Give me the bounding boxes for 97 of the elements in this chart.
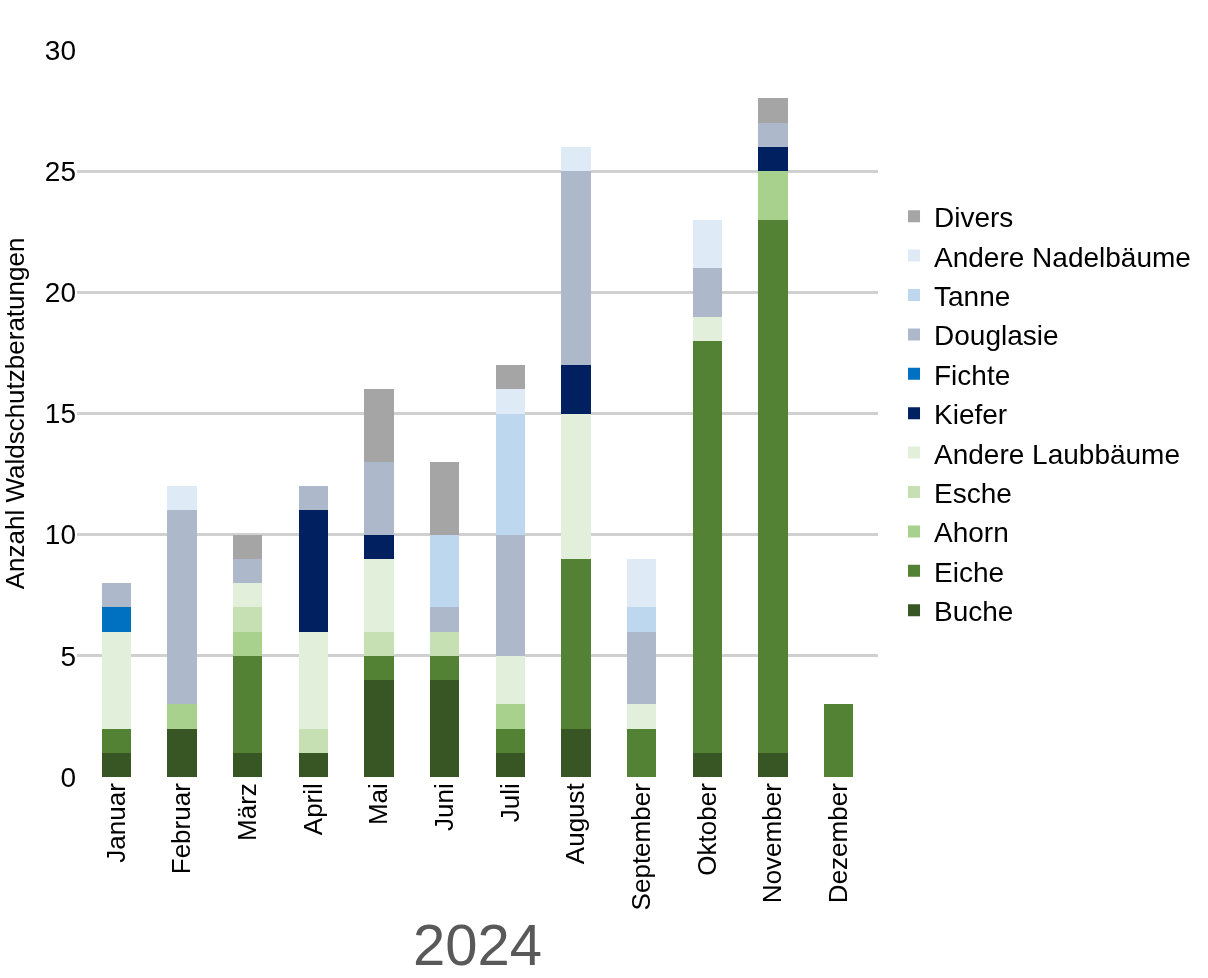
y-tick-label: 0 (60, 761, 76, 793)
bar (495, 728, 526, 753)
bar (758, 146, 788, 172)
bar (692, 268, 723, 317)
bar (101, 728, 132, 753)
x-tick-label: Juni (429, 783, 460, 831)
bar (364, 680, 394, 777)
bar (364, 631, 394, 656)
bar (101, 752, 132, 777)
bar (232, 655, 263, 753)
bar (758, 219, 788, 753)
legend-label: Douglasie (934, 320, 1059, 352)
bar (692, 340, 723, 753)
bar (561, 365, 591, 414)
bar (298, 752, 329, 777)
bar (167, 486, 197, 511)
bar (561, 171, 591, 366)
bar (495, 655, 526, 705)
x-tick-label: Dezember (823, 782, 854, 904)
y-tick-label: 30 (44, 34, 76, 66)
bar (561, 558, 591, 729)
x-tick-label: Mai (363, 783, 394, 826)
bar (232, 534, 263, 559)
y-axis-title: Anzahl Waldschutzberatungen (0, 237, 30, 590)
bar (364, 461, 394, 535)
bar (626, 607, 657, 632)
bar (364, 534, 394, 559)
y-tick-label: 20 (44, 277, 76, 309)
legend-label: Kiefer (934, 399, 1008, 431)
bar (167, 704, 197, 729)
x-tick-label: April (297, 783, 328, 836)
x-tick-label: September (626, 782, 657, 911)
x-axis-title: 2024 (412, 912, 543, 978)
bar (232, 752, 263, 777)
legend-label: Fichte (934, 359, 1011, 391)
legend-label: Andere Nadelbäume (934, 241, 1191, 273)
bar (561, 413, 591, 559)
bar (364, 655, 394, 681)
y-tick-label: 25 (44, 155, 76, 187)
bar (429, 607, 460, 632)
y-tick-label: 5 (60, 640, 76, 672)
bar (232, 583, 263, 608)
legend-label: Eiche (934, 556, 1005, 588)
bar (495, 534, 526, 656)
legend-label: Ahorn (934, 517, 1009, 549)
x-tick-label: Oktober (691, 782, 722, 876)
bar (429, 680, 460, 777)
bar (561, 728, 591, 777)
bar (626, 704, 657, 729)
bar (101, 607, 132, 632)
bar (101, 631, 132, 729)
bar (626, 728, 657, 777)
bar (692, 752, 723, 777)
bar (298, 728, 329, 753)
bar (758, 122, 788, 147)
bar (167, 728, 197, 777)
x-tick-label: August (560, 782, 591, 865)
bar (495, 704, 526, 729)
legend-label: Tanne (934, 280, 1011, 312)
bar (758, 171, 788, 220)
bar (298, 510, 329, 632)
legend-label: Andere Laubbäume (934, 438, 1180, 470)
x-tick-label: Juli (494, 783, 525, 823)
x-tick-label: Januar (100, 782, 131, 863)
bar (495, 413, 526, 535)
bar (101, 583, 132, 608)
bar (495, 365, 526, 390)
bar (429, 655, 460, 681)
x-tick-label: Februar (166, 782, 197, 875)
bar (561, 146, 591, 172)
x-tick-label: März (232, 783, 263, 841)
bar (626, 631, 657, 705)
bar (626, 558, 657, 608)
bar (692, 219, 723, 269)
bar (823, 704, 854, 777)
legend-label: Buche (934, 596, 1014, 628)
bar (298, 631, 329, 729)
x-tick-label: November (757, 782, 788, 904)
bar (758, 98, 788, 123)
bar (692, 316, 723, 341)
bar (364, 558, 394, 632)
bar (167, 510, 197, 705)
bar (429, 534, 460, 608)
bar (429, 631, 460, 656)
legend-label: Divers (934, 202, 1014, 234)
bar (495, 752, 526, 777)
bar (232, 631, 263, 656)
legend-label: Esche (934, 477, 1012, 509)
bar (758, 752, 788, 777)
bar (232, 558, 263, 584)
bar (364, 389, 394, 462)
y-tick-label: 15 (44, 398, 76, 430)
bar (429, 461, 460, 535)
y-tick-label: 10 (44, 519, 76, 551)
bar (232, 607, 263, 632)
bar (495, 389, 526, 414)
bar (298, 486, 329, 511)
